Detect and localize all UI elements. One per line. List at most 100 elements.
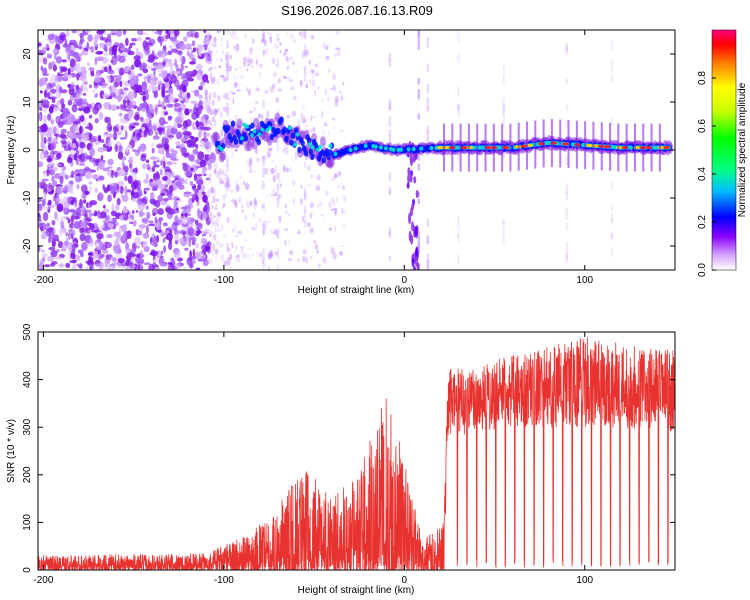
spectrogram-noise-blob xyxy=(156,62,163,69)
spectrogram-noise-blob xyxy=(205,52,208,62)
spectrogram-noise-blob xyxy=(55,128,60,135)
spectrogram-image xyxy=(38,30,675,270)
spectrogram-noise-blob xyxy=(113,217,117,221)
spectrogram-streak xyxy=(457,221,460,231)
spectrogram-noise-blob xyxy=(99,160,105,170)
spectrogram-noise-blob xyxy=(286,32,288,35)
spectrogram-noise-blob xyxy=(277,78,282,84)
spectrogram-streak xyxy=(417,113,420,120)
spectrogram-noise-blob xyxy=(151,68,157,71)
spectrogram-noise-blob xyxy=(155,156,160,161)
spectrogram-noise-blob xyxy=(98,261,104,270)
spectrogram-noise-blob xyxy=(248,170,252,174)
spectrogram-noise-blob xyxy=(213,41,217,48)
spectrogram-streak xyxy=(388,172,392,182)
spectrogram-noise-blob xyxy=(195,267,201,270)
spectrogram-noise-blob xyxy=(143,240,148,248)
spectrogram-noise-blob xyxy=(127,91,135,101)
spectrogram-noise-blob xyxy=(212,99,215,107)
spectrogram-noise-blob xyxy=(232,98,235,105)
spectrogram-noise-blob xyxy=(287,213,291,217)
spectrogram-noise-blob xyxy=(235,179,239,186)
spectrogram-noise-blob xyxy=(157,229,162,234)
spectrogram-signal-peak xyxy=(419,146,424,151)
spectrogram-noise-blob xyxy=(69,149,76,154)
colorbar-tick-label: 0.0 xyxy=(697,263,708,277)
spectrogram-noise-blob xyxy=(199,159,207,168)
spectrogram-signal-spike xyxy=(542,119,545,168)
spectrogram-noise-blob xyxy=(225,54,229,62)
spectrogram-streak xyxy=(610,75,614,82)
spectrogram-streak xyxy=(565,253,568,264)
spectrogram-noise-blob xyxy=(214,109,219,113)
spectrogram-noise-blob xyxy=(205,177,211,181)
spectrogram-streak xyxy=(388,129,392,136)
spectrogram-noise-blob xyxy=(52,180,58,186)
spectrogram-signal-core xyxy=(279,116,284,123)
spectrogram-noise-blob xyxy=(148,220,154,224)
spectrogram-noise-blob xyxy=(301,255,306,263)
spectrogram-noise-blob xyxy=(198,94,203,100)
spectrogram-noise-blob xyxy=(279,49,282,54)
spectrogram-noise-blob xyxy=(56,239,60,242)
spectrogram-streak xyxy=(610,116,614,127)
spectrogram-noise-blob xyxy=(128,70,132,75)
spectrogram-noise-blob xyxy=(269,35,273,44)
colorbar: 0.0 0.2 0.4 0.6 0.8 Normalized spectral ampl… xyxy=(697,29,748,277)
spectrogram-signal-spike xyxy=(609,122,612,171)
spectrogram-noise-blob xyxy=(166,103,174,108)
spectrogram-noise-blob xyxy=(262,223,268,231)
spectrogram-noise-blob xyxy=(41,178,49,182)
spectrogram-noise-blob xyxy=(234,81,239,88)
spectrogram-noise-blob xyxy=(138,224,147,229)
spectrogram-noise-blob xyxy=(134,136,138,143)
spectrogram-noise-blob xyxy=(154,199,161,208)
spectrogram-noise-blob xyxy=(75,73,80,79)
spectrogram-noise-blob xyxy=(72,41,78,48)
spectrogram-signal-peak xyxy=(333,151,338,157)
spectrogram-noise-blob xyxy=(315,185,321,192)
spectrogram-noise-blob xyxy=(334,95,340,104)
spectrogram-noise-blob xyxy=(118,144,122,153)
spectrogram-noise-blob xyxy=(217,30,223,33)
spectrogram-noise-blob xyxy=(231,151,234,159)
spectrogram-noise-blob xyxy=(71,30,77,34)
spectrogram-noise-blob xyxy=(218,168,222,176)
spectrogram-noise-blob xyxy=(310,115,313,122)
spectrogram-noise-blob xyxy=(270,33,272,36)
spectrogram-noise-blob xyxy=(94,94,98,98)
spectrogram-noise-blob xyxy=(72,263,77,270)
spectrogram-noise-blob xyxy=(214,207,218,211)
spectrogram-signal-peak xyxy=(310,145,315,150)
spectrogram-noise-blob xyxy=(331,117,336,121)
spectrogram-noise-blob xyxy=(211,224,214,229)
spectrogram-noise-blob xyxy=(264,39,267,47)
spectrogram-noise-blob xyxy=(175,115,183,125)
spectrogram-noise-blob xyxy=(248,247,252,252)
spectrogram-noise-blob xyxy=(54,256,62,260)
spectrogram-noise-blob xyxy=(50,150,55,160)
spectrogram-noise-blob xyxy=(149,192,155,199)
spectrogram-noise-blob xyxy=(67,113,74,119)
spectrogram-streak xyxy=(457,216,460,222)
spectrogram-streak xyxy=(303,67,307,75)
spectrogram-streak xyxy=(303,30,307,40)
spectrogram-signal-blob xyxy=(412,198,416,206)
spectrogram-noise-blob xyxy=(86,42,90,49)
spectrogram-noise-blob xyxy=(261,155,267,160)
figure-title: S196.2026.087.16.13.R09 xyxy=(281,3,433,18)
spectrogram-noise-blob xyxy=(339,129,343,133)
spectrogram-signal-spike xyxy=(534,120,537,169)
spectrogram-noise-blob xyxy=(242,56,247,65)
spectrogram-noise-blob xyxy=(167,264,175,270)
spectrogram-signal-peak xyxy=(391,147,396,152)
spectrogram-noise-blob xyxy=(331,177,336,181)
spectrogram-noise-blob xyxy=(38,222,44,228)
x-tick-label: -100 xyxy=(214,275,234,286)
spectrogram-noise-blob xyxy=(116,197,121,206)
spectrogram-noise-blob xyxy=(107,158,114,166)
spectrogram-noise-blob xyxy=(201,233,207,237)
spectrogram-noise-blob xyxy=(255,59,259,66)
spectrogram-noise-blob xyxy=(50,249,58,258)
spectrogram-noise-blob xyxy=(38,53,42,59)
